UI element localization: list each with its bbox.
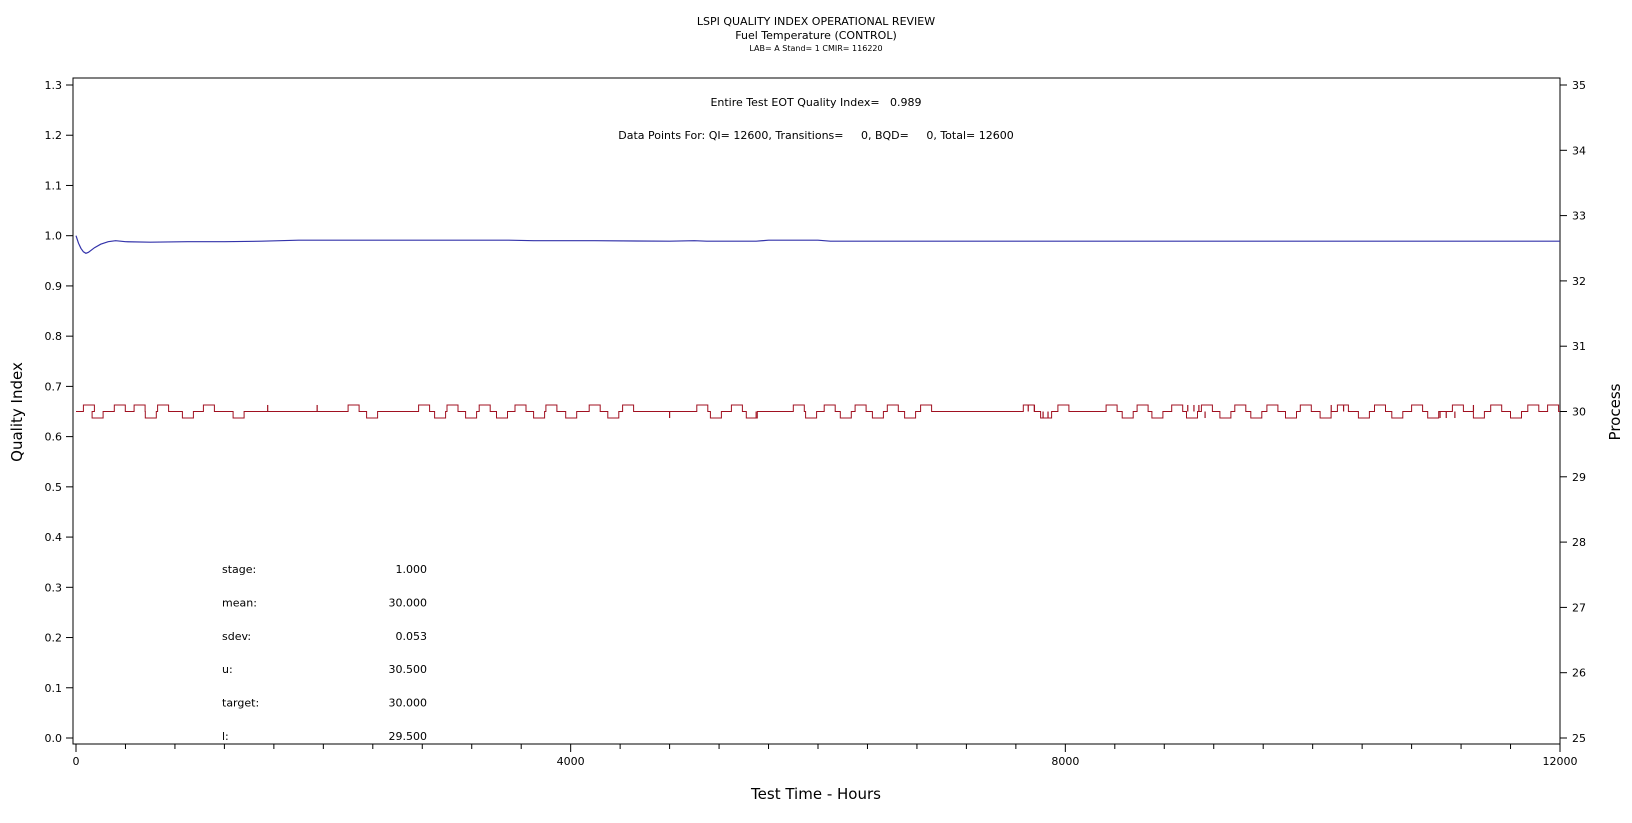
chart-subsubtitle: LAB= A Stand= 1 CMIR= 116220 (749, 44, 882, 53)
y-right-tick-label: 30 (1572, 406, 1586, 419)
y-axis-left-label: Quality Index (8, 362, 26, 462)
x-axis-ticks: 0 4000 8000 12000 (73, 744, 1578, 768)
quality-index-series-line (75, 235, 1560, 254)
y-right-tick-label: 34 (1572, 144, 1586, 157)
x-tick-label: 4000 (557, 755, 585, 768)
y-right-tick-label: 32 (1572, 275, 1586, 288)
stat-label: sdev: (222, 630, 251, 643)
stat-value: 0.053 (396, 630, 428, 643)
y-right-tick-label: 26 (1572, 667, 1586, 680)
y-right-tick-label: 33 (1572, 210, 1586, 223)
stat-label: u: (222, 663, 233, 676)
y-left-tick-label: 0.6 (45, 431, 63, 444)
stat-label: mean: (222, 596, 257, 609)
stat-label: stage: (222, 563, 256, 576)
y-left-tick-label: 0.9 (45, 280, 63, 293)
y-right-tick-label: 31 (1572, 340, 1586, 353)
stat-value: 29.500 (389, 730, 428, 743)
y-right-tick-label: 35 (1572, 79, 1586, 92)
y-left-tick-label: 0.3 (45, 581, 63, 594)
y-right-tick-label: 29 (1572, 471, 1586, 484)
x-axis-label: Test Time - Hours (750, 785, 881, 803)
x-tick-label: 0 (73, 755, 80, 768)
y-left-tick-label: 0.4 (45, 531, 63, 544)
y-left-tick-label: 0.2 (45, 632, 63, 645)
y-left-tick-label: 0.1 (45, 682, 63, 695)
stat-label: target: (222, 697, 259, 710)
chart-subtitle: Fuel Temperature (CONTROL) (735, 29, 897, 42)
eot-quality-index-annotation: Entire Test EOT Quality Index= 0.989 (710, 96, 921, 109)
y-left-tick-label: 1.2 (45, 129, 63, 142)
stat-label: l: (222, 730, 229, 743)
y-left-tick-label: 1.3 (45, 79, 63, 92)
stat-value: 30.000 (389, 697, 428, 710)
stat-value: 30.000 (389, 596, 428, 609)
stats-block: stage: 1.000 mean: 30.000 sdev: 0.053 u: 30.500… (222, 563, 427, 743)
y-right-tick-label: 25 (1572, 732, 1586, 745)
stat-value: 30.500 (389, 663, 428, 676)
data-points-annotation: Data Points For: QI= 12600, Transitions=… (618, 129, 1013, 142)
series-lines (75, 235, 1560, 419)
y-axis-right-label: Process (1606, 383, 1624, 440)
x-tick-label: 8000 (1051, 755, 1079, 768)
stat-value: 1.000 (396, 563, 428, 576)
chart-title: LSPI QUALITY INDEX OPERATIONAL REVIEW (697, 15, 935, 28)
x-tick-label: 12000 (1543, 755, 1578, 768)
y-left-tick-label: 0.5 (45, 481, 63, 494)
y-left-tick-label: 1.1 (45, 179, 63, 192)
y-left-tick-label: 1.0 (45, 230, 63, 243)
y-axis-left-ticks: 0.0 0.1 0.2 0.3 0.4 0.5 0.6 0.7 0.8 0.9 1.0 1.1 1.2 1… (45, 79, 73, 745)
y-axis-right-ticks: 25 26 27 28 29 30 31 32 33 34 35 (1560, 79, 1586, 745)
y-right-tick-label: 28 (1572, 536, 1586, 549)
y-left-tick-label: 0.8 (45, 330, 63, 343)
process-series-line (76, 404, 1560, 419)
y-left-tick-label: 0.7 (45, 380, 63, 393)
y-left-tick-label: 0.0 (45, 732, 63, 745)
y-right-tick-label: 27 (1572, 601, 1586, 614)
